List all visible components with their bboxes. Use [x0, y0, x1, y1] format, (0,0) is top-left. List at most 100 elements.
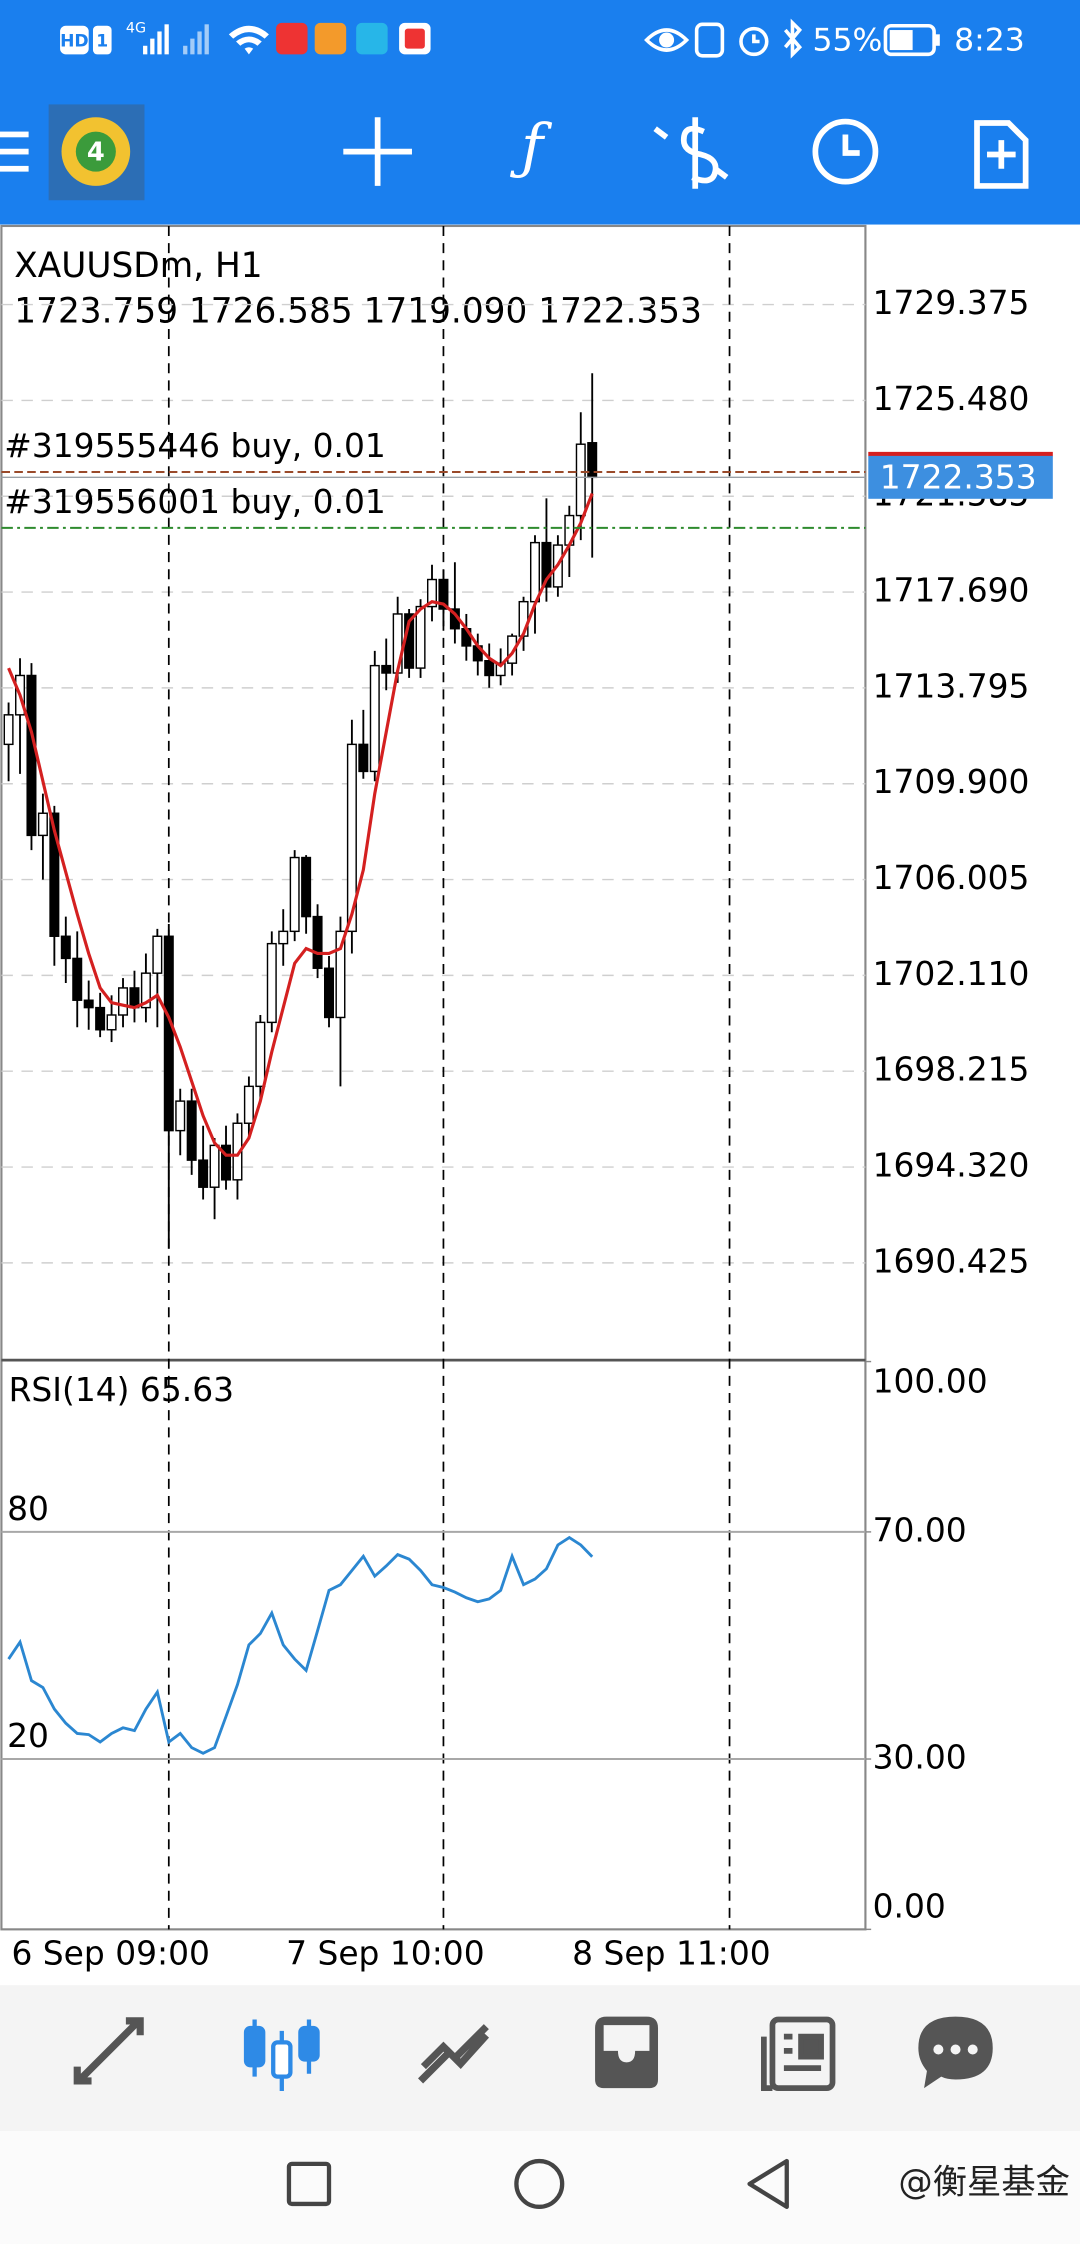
status-badge: HD	[60, 31, 89, 51]
candle-body	[575, 443, 586, 517]
signal-icons	[143, 24, 269, 55]
y-tick-label: 1706.005	[873, 858, 1030, 897]
y-tick-label: 1694.320	[873, 1146, 1030, 1185]
candle-body	[140, 972, 151, 1009]
back-button[interactable]	[747, 2158, 789, 2209]
candle-body	[278, 930, 289, 945]
crosshair-button[interactable]	[343, 117, 412, 186]
candle-body	[312, 915, 323, 969]
candle-body	[541, 541, 552, 588]
candle-body	[438, 578, 449, 610]
candle-body	[95, 1006, 106, 1031]
bottom-toolbar	[0, 1985, 1080, 2132]
candle-body	[415, 605, 426, 669]
candle-body	[301, 856, 312, 918]
candle-body	[529, 541, 540, 603]
chart-ohlc: 1723.759 1726.585 1719.090 1722.353	[14, 292, 702, 332]
rsi-title: RSI(14) 65.63	[9, 1370, 234, 1409]
candle-body	[152, 935, 163, 974]
moving-average-line	[7, 492, 594, 1157]
order-label: #319556001 buy, 0.01	[4, 482, 386, 521]
app-icon	[356, 22, 388, 55]
y-tick-label: 1709.900	[873, 762, 1030, 801]
quotes-tab[interactable]	[73, 2017, 144, 2085]
candle-body	[289, 856, 300, 933]
hd-badge	[60, 25, 89, 55]
y-tick-label: 1725.480	[873, 379, 1030, 418]
y-tick-label: 30.00	[873, 1738, 967, 1777]
x-tick-label: 6 Sep 09:00	[11, 1934, 210, 1973]
candle-body	[118, 987, 129, 1016]
battery-tip	[935, 34, 940, 46]
history-tab[interactable]	[595, 2016, 659, 2089]
candle-body	[346, 743, 357, 933]
y-tick-label: 1717.690	[873, 571, 1030, 610]
candle-body	[175, 1100, 186, 1132]
nav-bar	[0, 2131, 1080, 2244]
candle-body	[324, 967, 335, 1019]
price-badge	[868, 455, 1053, 499]
candle-body	[266, 942, 277, 1024]
trade-tab[interactable]	[418, 2024, 490, 2084]
status-badge: 1	[96, 31, 108, 51]
new-order-button[interactable]	[974, 120, 1029, 189]
candle-body	[186, 1100, 197, 1161]
candle-body	[221, 1144, 232, 1181]
candle-body	[106, 1014, 117, 1031]
candle-body	[163, 935, 174, 1132]
candle-body	[358, 743, 369, 773]
menu-button[interactable]	[0, 131, 29, 172]
chart-symbol: XAUUSDm, H1	[14, 246, 262, 286]
svg-text:4: 4	[87, 138, 105, 168]
level-text: 20	[7, 1716, 49, 1755]
candle-body	[381, 664, 392, 674]
battery-percent: 55%	[813, 22, 883, 58]
y-tick-label: 70.00	[873, 1510, 967, 1549]
chat-tab[interactable]	[918, 2016, 993, 2089]
candle-body	[426, 578, 438, 608]
rsi-line	[7, 1535, 594, 1755]
candle-body	[83, 999, 94, 1009]
app-icon	[404, 28, 425, 49]
home-button[interactable]	[514, 2158, 565, 2209]
app-icon	[314, 22, 347, 55]
y-tick-label: 1698.215	[873, 1050, 1030, 1089]
price-badge-label: 1722.353	[880, 457, 1037, 496]
candle-body	[209, 1144, 220, 1188]
app-icon	[276, 22, 308, 55]
clock: 8:23	[954, 22, 1025, 58]
sim-badge	[92, 25, 112, 55]
level-text: 80	[7, 1489, 49, 1528]
candle-body	[495, 662, 506, 677]
recents-button[interactable]	[286, 2161, 332, 2207]
y-tick-label: 1713.795	[873, 666, 1030, 705]
y-tick-label: 0.00	[873, 1886, 946, 1925]
candle-body	[49, 812, 60, 937]
candle-body	[507, 635, 518, 664]
x-tick-label: 7 Sep 10:00	[286, 1934, 485, 1973]
y-tick-label: 1702.110	[873, 954, 1030, 993]
candle-body	[243, 1085, 254, 1124]
app-logo[interactable]: 4	[48, 104, 145, 201]
trade-button[interactable]	[653, 117, 729, 189]
watermark: @衡星基金	[898, 2162, 1070, 2202]
status-icons	[644, 18, 803, 59]
status-badge: 4G	[126, 21, 146, 37]
candle-body	[369, 664, 380, 773]
y-tick-label: 1690.425	[873, 1241, 1030, 1280]
battery-level	[889, 30, 913, 51]
period-button[interactable]	[812, 118, 879, 185]
candle-body	[255, 1021, 266, 1088]
candle-body	[335, 930, 346, 1019]
news-tab[interactable]	[761, 2016, 836, 2091]
candle-body	[60, 935, 71, 960]
chart-frame	[0, 224, 867, 1931]
candle-body	[198, 1159, 209, 1188]
chart-tab[interactable]	[243, 2019, 320, 2091]
y-tick-label: 1729.375	[873, 283, 1030, 322]
candle-body	[37, 812, 48, 837]
candle-body	[3, 714, 14, 746]
candle-body	[26, 674, 37, 837]
